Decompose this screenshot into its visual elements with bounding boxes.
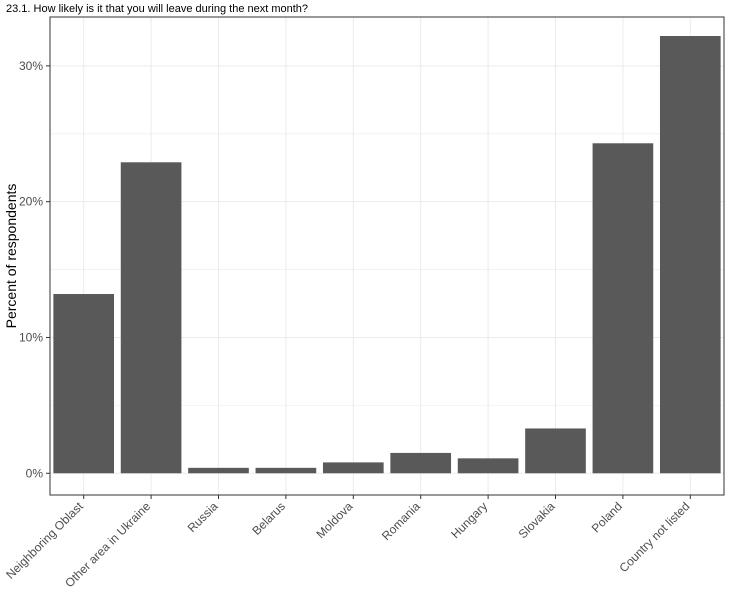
x-tick-label: Slovakia xyxy=(516,499,558,541)
x-tick-label: Hungary xyxy=(448,499,490,541)
x-tick-label: Romania xyxy=(379,499,423,543)
bar xyxy=(120,162,182,474)
bar xyxy=(255,467,317,474)
bar xyxy=(53,294,115,474)
panel-border xyxy=(49,16,725,496)
bar xyxy=(322,462,384,474)
x-tick-label: Poland xyxy=(589,499,625,535)
chart-title: 23.1. How likely is it that you will lea… xyxy=(6,3,309,15)
bar xyxy=(457,458,519,474)
y-tick-label: 30% xyxy=(19,59,43,73)
bar xyxy=(525,428,586,474)
y-tick-label: 20% xyxy=(19,195,43,209)
x-tick-label: Russia xyxy=(185,499,221,535)
y-tick-label: 10% xyxy=(19,330,43,344)
bar xyxy=(659,36,721,474)
bar xyxy=(390,452,452,474)
y-tick-label: 0% xyxy=(26,466,44,480)
bars xyxy=(53,36,721,474)
x-tick-label: Moldova xyxy=(313,499,355,541)
x-tick-label: Belarus xyxy=(249,499,288,538)
bar xyxy=(592,143,654,474)
y-axis: 0% 10% 20% 30% xyxy=(19,59,50,480)
bar xyxy=(188,467,249,474)
y-axis-label: Percent of respondents xyxy=(3,184,19,329)
x-tick-label: Country not listed xyxy=(616,499,692,575)
